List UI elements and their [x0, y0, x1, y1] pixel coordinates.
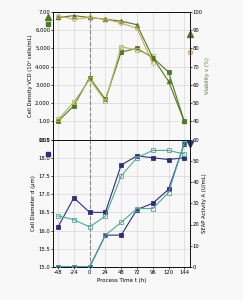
Y-axis label: SEAP Activity A (U/mL): SEAP Activity A (U/mL): [201, 173, 207, 233]
Y-axis label: Cell Diameter d (μm): Cell Diameter d (μm): [31, 175, 36, 231]
X-axis label: Process Time t (h): Process Time t (h): [97, 278, 146, 283]
Y-axis label: Cell Density VCD (10⁶ cells/mL): Cell Density VCD (10⁶ cells/mL): [28, 34, 33, 117]
Y-axis label: Viability v (%): Viability v (%): [205, 57, 210, 94]
